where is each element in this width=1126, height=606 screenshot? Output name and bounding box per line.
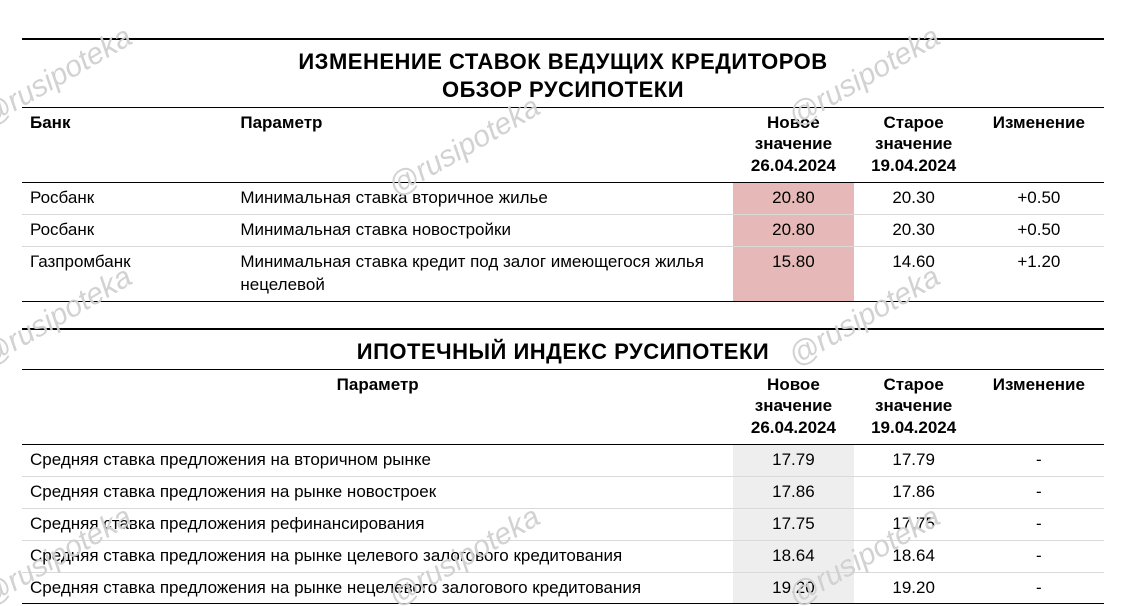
section1-body: РосбанкМинимальная ставка вторичное жиль…	[22, 182, 1104, 301]
table-row: Средняя ставка предложения рефинансирова…	[22, 508, 1104, 540]
table-row: Средняя ставка предложения на вторичном …	[22, 444, 1104, 476]
cell-new: 20.80	[733, 214, 853, 246]
cell-change: -	[974, 508, 1104, 540]
cell-param: Минимальная ставка вторичное жилье	[232, 182, 733, 214]
table-row: РосбанкМинимальная ставка вторичное жиль…	[22, 182, 1104, 214]
cell-old: 19.20	[854, 572, 974, 604]
section2-body: Средняя ставка предложения на вторичном …	[22, 444, 1104, 604]
page: @rusipoteka@rusipoteka@rusipoteka@rusipo…	[0, 0, 1126, 606]
cell-bank: Росбанк	[22, 214, 232, 246]
cell-old: 20.30	[854, 214, 974, 246]
section2-title: ИПОТЕЧНЫЙ ИНДЕКС РУСИПОТЕКИ	[22, 338, 1104, 366]
cell-param: Средняя ставка предложения на рынке целе…	[22, 540, 733, 572]
cell-old: 18.64	[854, 540, 974, 572]
col-header-old: Староезначение19.04.2024	[854, 370, 974, 445]
cell-new: 17.75	[733, 508, 853, 540]
cell-new: 17.79	[733, 444, 853, 476]
section1-table: БанкПараметрНовоезначение26.04.2024Старо…	[22, 107, 1104, 302]
table-row: Средняя ставка предложения на рынке ново…	[22, 476, 1104, 508]
cell-new: 18.64	[733, 540, 853, 572]
cell-param: Средняя ставка предложения на вторичном …	[22, 444, 733, 476]
section2: ИПОТЕЧНЫЙ ИНДЕКС РУСИПОТЕКИ ПараметрНово…	[22, 328, 1104, 605]
cell-bank: Росбанк	[22, 182, 232, 214]
cell-param: Средняя ставка предложения рефинансирова…	[22, 508, 733, 540]
cell-change: -	[974, 540, 1104, 572]
section2-top-rule	[22, 328, 1104, 330]
col-header-new: Новоезначение26.04.2024	[733, 370, 853, 445]
col-header-param: Параметр	[22, 370, 733, 445]
col-header-change: Изменение	[974, 108, 1104, 183]
cell-old: 14.60	[854, 246, 974, 301]
cell-old: 17.75	[854, 508, 974, 540]
cell-change: -	[974, 444, 1104, 476]
cell-new: 19.20	[733, 572, 853, 604]
section1-top-rule	[22, 38, 1104, 40]
cell-change: +0.50	[974, 214, 1104, 246]
table-row: РосбанкМинимальная ставка новостройки20.…	[22, 214, 1104, 246]
cell-bank: Газпромбанк	[22, 246, 232, 301]
cell-old: 20.30	[854, 182, 974, 214]
section2-table: ПараметрНовоезначение26.04.2024Староезна…	[22, 369, 1104, 604]
table-row: Средняя ставка предложения на рынке целе…	[22, 540, 1104, 572]
cell-param: Минимальная ставка новостройки	[232, 214, 733, 246]
section1-header-row: БанкПараметрНовоезначение26.04.2024Старо…	[22, 108, 1104, 183]
table-row: Средняя ставка предложения на рынке неце…	[22, 572, 1104, 604]
col-header-change: Изменение	[974, 370, 1104, 445]
col-header-bank: Банк	[22, 108, 232, 183]
section1-title-line1: ИЗМЕНЕНИЕ СТАВОК ВЕДУЩИХ КРЕДИТОРОВ	[22, 48, 1104, 76]
col-header-param: Параметр	[232, 108, 733, 183]
cell-change: -	[974, 572, 1104, 604]
col-header-old: Староезначение19.04.2024	[854, 108, 974, 183]
cell-change: -	[974, 476, 1104, 508]
section2-header-row: ПараметрНовоезначение26.04.2024Староезна…	[22, 370, 1104, 445]
cell-param: Минимальная ставка кредит под залог имею…	[232, 246, 733, 301]
table-row: ГазпромбанкМинимальная ставка кредит под…	[22, 246, 1104, 301]
cell-change: +1.20	[974, 246, 1104, 301]
cell-new: 17.86	[733, 476, 853, 508]
cell-param: Средняя ставка предложения на рынке ново…	[22, 476, 733, 508]
cell-change: +0.50	[974, 182, 1104, 214]
cell-new: 20.80	[733, 182, 853, 214]
section1-title-line2: ОБЗОР РУСИПОТЕКИ	[22, 76, 1104, 104]
col-header-new: Новоезначение26.04.2024	[733, 108, 853, 183]
cell-param: Средняя ставка предложения на рынке неце…	[22, 572, 733, 604]
cell-old: 17.79	[854, 444, 974, 476]
cell-new: 15.80	[733, 246, 853, 301]
cell-old: 17.86	[854, 476, 974, 508]
